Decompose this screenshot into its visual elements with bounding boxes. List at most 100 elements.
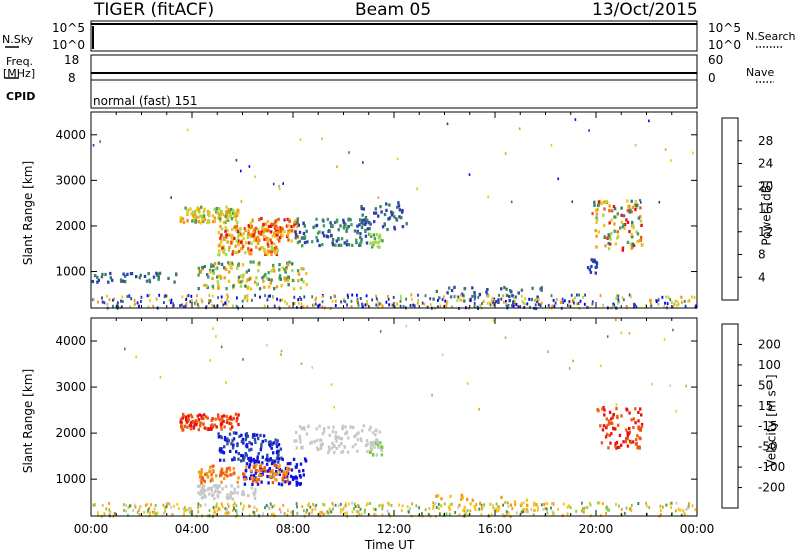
- power-panel-ground-point: [378, 302, 381, 306]
- velocity-panel-point: [458, 503, 461, 507]
- velocity-panel-point: [338, 444, 341, 448]
- freq-tick-bottom: 8: [68, 71, 76, 85]
- power-panel-point: [283, 268, 286, 272]
- velocity-panel-noise-point: [159, 376, 162, 379]
- velocity-panel-point: [294, 476, 297, 480]
- velocity-panel-ground-point: [308, 512, 311, 516]
- velocity-panel-point: [366, 449, 369, 453]
- power-panel-point: [334, 243, 337, 247]
- power-panel-point: [347, 217, 350, 221]
- velocity-panel-point: [626, 444, 630, 448]
- power-panel-ground-point: [572, 298, 574, 302]
- velocity-panel-point: [376, 440, 379, 444]
- velocity-panel-point: [236, 480, 239, 484]
- velocity-panel-ground-point: [621, 513, 623, 517]
- velocity-panel-point: [220, 447, 223, 451]
- velocity-panel-point: [235, 431, 238, 435]
- power-panel-ground-point: [481, 302, 483, 306]
- velocity-panel-ground-point: [315, 503, 318, 507]
- velocity-panel-point: [257, 437, 260, 441]
- velocity-panel-point: [244, 452, 247, 456]
- power-panel-point: [603, 207, 606, 211]
- velocity-panel-point: [327, 451, 330, 455]
- power-panel-point: [257, 228, 260, 232]
- velocity-panel-point: [266, 453, 269, 457]
- power-panel-ground-point: [334, 304, 337, 307]
- velocity-panel-point: [331, 441, 334, 445]
- power-panel-point: [289, 229, 292, 233]
- velocity-panel-ground-point: [463, 509, 466, 513]
- power-panel-point: [250, 252, 253, 256]
- velocity-panel-point: [218, 418, 222, 422]
- velocity-panel-ground-point: [337, 504, 340, 508]
- power-panel-point: [391, 211, 395, 215]
- velocity-panel-ground-point: [694, 508, 697, 512]
- power-panel-point: [284, 278, 287, 282]
- velocity-panel-point: [639, 407, 642, 411]
- velocity-panel-point: [610, 417, 613, 421]
- velocity-panel-ground-point: [625, 506, 628, 510]
- velocity-panel-point: [295, 483, 298, 487]
- power-panel-point: [347, 243, 351, 247]
- power-panel-point: [463, 287, 467, 291]
- velocity-panel-point: [601, 428, 605, 432]
- velocity-panel-ground-point: [670, 501, 673, 505]
- velocity-panel-noise-point: [492, 319, 495, 322]
- power-panel-point: [360, 226, 364, 230]
- power-panel-point: [494, 300, 497, 304]
- power-panel-ground-point: [413, 304, 416, 308]
- velocity-panel-ground-point: [381, 504, 384, 508]
- velocity-panel-point: [380, 453, 384, 457]
- power-panel-point: [186, 218, 189, 223]
- velocity-panel-ground-point: [467, 513, 470, 517]
- power-panel-ground-point: [574, 296, 576, 300]
- power-panel-ground-point: [113, 297, 116, 301]
- power-panel-point: [634, 208, 637, 212]
- velocity-panel-point: [220, 436, 223, 440]
- power-panel-point: [93, 274, 97, 278]
- power-panel-ground-point: [512, 304, 515, 308]
- power-panel-point: [286, 275, 289, 279]
- velocity-panel-point: [201, 487, 204, 491]
- velocity-panel-point: [340, 437, 344, 441]
- power-panel-ground-point: [473, 297, 476, 301]
- power-panel-point: [229, 265, 232, 270]
- power-panel-point: [390, 210, 393, 214]
- velocity-panel-point: [607, 446, 610, 450]
- velocity-panel-point: [360, 438, 363, 442]
- power-panel-point: [189, 207, 192, 211]
- power-panel-point: [247, 249, 250, 253]
- power-panel-point: [232, 284, 235, 288]
- power-panel-ground-point: [538, 303, 541, 307]
- velocity-panel-point: [302, 469, 305, 473]
- power-panel-ground-point: [208, 293, 211, 297]
- power-panel-point: [613, 229, 616, 233]
- power-panel-point: [227, 248, 231, 252]
- velocity-panel-ground-point: [199, 504, 202, 508]
- velocity-panel-point: [243, 473, 246, 477]
- velocity-panel-point: [230, 472, 234, 477]
- velocity-panel-ground-point: [128, 504, 131, 508]
- power-panel-ground-point: [97, 300, 99, 304]
- power-panel-point: [373, 237, 377, 241]
- velocity-panel-noise-point: [614, 318, 617, 322]
- power-panel-ground-point: [163, 301, 165, 305]
- velocity-panel-point: [344, 425, 347, 429]
- power-panel-ground-point: [208, 301, 210, 305]
- power-panel-point: [387, 217, 390, 221]
- power-panel-point: [628, 230, 631, 234]
- velocity-panel-ground-point: [138, 508, 140, 512]
- velocity-panel-ground-point: [418, 506, 420, 510]
- power-panel-ground-point: [621, 296, 624, 300]
- power-panel-ground-point: [673, 302, 676, 306]
- power-panel-point: [270, 224, 273, 228]
- power-panel-ground-point: [181, 295, 184, 299]
- velocity-panel-point: [509, 503, 513, 507]
- velocity-panel-point: [179, 417, 183, 422]
- power-panel-point: [626, 199, 629, 203]
- velocity-panel-noise-point: [547, 350, 549, 353]
- power-panel-ground-point: [217, 296, 219, 300]
- power-panel-point: [631, 235, 634, 239]
- velocity-panel-point: [463, 505, 466, 509]
